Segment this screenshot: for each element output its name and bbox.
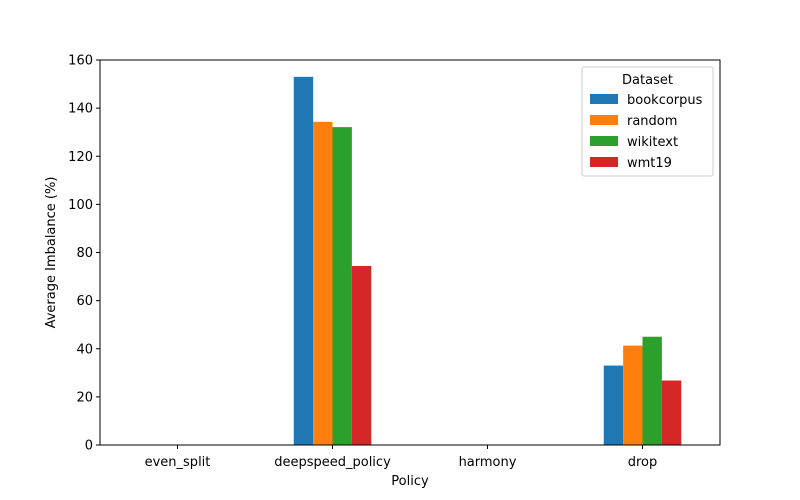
- x-tick-label: harmony: [459, 455, 517, 470]
- bar-wmt19-drop: [661, 380, 682, 445]
- y-tick-label: 20: [76, 390, 93, 405]
- x-axis-label: Policy: [391, 474, 429, 489]
- bar-random-deepspeed_policy: [313, 121, 333, 445]
- y-tick-label: 60: [76, 294, 93, 309]
- legend-swatch-bookcorpus: [590, 94, 618, 104]
- legend-swatch-wikitext: [590, 136, 618, 146]
- bar-bookcorpus-drop: [603, 365, 624, 445]
- legend-label-wikitext: wikitext: [627, 135, 678, 150]
- legend-label-bookcorpus: bookcorpus: [627, 93, 703, 108]
- legend-items: bookcorpus random wikitext wmt19: [590, 93, 703, 171]
- legend-swatch-wmt19: [590, 157, 618, 167]
- bar-bookcorpus-deepspeed_policy: [293, 76, 314, 445]
- legend-swatch-random: [590, 115, 618, 125]
- legend-title: Dataset: [622, 73, 673, 88]
- y-tick-label: 100: [68, 198, 93, 213]
- legend-label-random: random: [627, 114, 677, 129]
- x-axis-ticks: even_split deepspeed_policy harmony drop: [145, 445, 658, 470]
- x-tick-label: deepspeed_policy: [274, 455, 391, 470]
- y-axis-label: Average Imbalance (%): [44, 177, 59, 329]
- legend-label-wmt19: wmt19: [627, 156, 672, 171]
- bar-wikitext-deepspeed_policy: [332, 127, 352, 445]
- bar-wmt19-deepspeed_policy: [351, 265, 372, 445]
- y-tick-label: 140: [68, 102, 93, 117]
- y-axis-ticks: 0 20 40 60 80 100 120 140 160: [68, 54, 100, 454]
- bar-random-drop: [623, 345, 643, 445]
- y-tick-label: 160: [68, 54, 93, 69]
- plot-frame: [99, 59, 721, 446]
- bars-group: [293, 76, 682, 445]
- y-tick-label: 0: [85, 439, 93, 454]
- legend: Dataset bookcorpus random wikitext wmt19: [581, 66, 714, 177]
- y-tick-label: 40: [76, 342, 93, 357]
- x-tick-label: drop: [628, 455, 658, 470]
- x-tick-label: even_split: [145, 455, 211, 470]
- y-tick-label: 120: [68, 150, 93, 165]
- y-tick-label: 80: [76, 246, 93, 261]
- bar-wikitext-drop: [642, 336, 662, 445]
